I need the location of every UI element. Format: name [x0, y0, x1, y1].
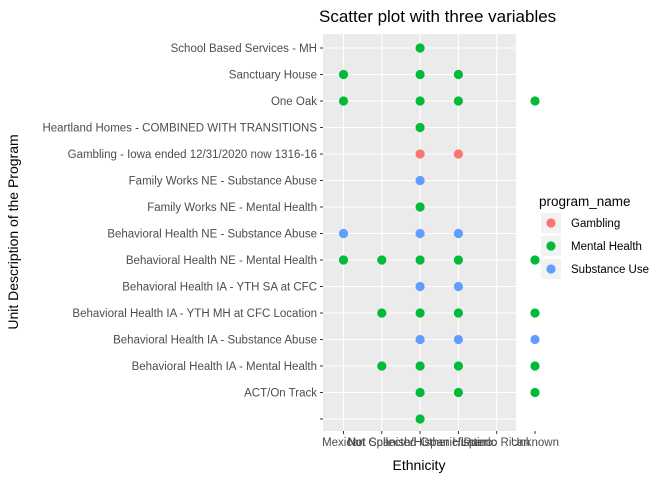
data-point — [338, 69, 349, 80]
legend-key — [546, 241, 556, 251]
data-point — [453, 387, 463, 398]
data-point — [530, 334, 540, 345]
data-point — [415, 202, 425, 212]
y-tick-label: One Oak — [271, 96, 317, 108]
y-axis-title: Unit Description of the Program — [5, 134, 21, 329]
data-point — [453, 255, 463, 265]
legend-label: Gambling — [571, 218, 620, 230]
data-point — [415, 43, 425, 53]
data-point — [415, 228, 425, 239]
data-point — [453, 228, 463, 239]
y-tick-label: Behavioral Health IA - Substance Abuse — [113, 335, 317, 347]
legend-label: Substance Use — [571, 264, 649, 276]
data-point — [453, 96, 463, 106]
data-point — [453, 69, 463, 80]
x-axis-title: Ethnicity — [393, 457, 446, 473]
x-tick-label: Not Spanish/Hispanic/Latino — [348, 437, 492, 449]
data-point — [530, 361, 540, 371]
data-point — [415, 122, 425, 133]
y-tick-label: Behavioral Health NE - Substance Abuse — [107, 229, 317, 241]
data-point — [377, 308, 387, 318]
legend-label: Mental Health — [571, 241, 642, 253]
x-tick-label: Puerto Rican — [463, 437, 529, 449]
data-point — [415, 149, 425, 159]
x-tick-label: Unknown — [511, 437, 559, 449]
data-point — [415, 69, 425, 80]
data-points — [338, 43, 540, 424]
data-point — [415, 361, 425, 371]
y-tick-label: Family Works NE - Substance Abuse — [129, 176, 317, 188]
data-point — [415, 414, 425, 424]
data-point — [453, 281, 463, 292]
data-point — [530, 308, 540, 318]
y-tick-label: Sanctuary House — [229, 70, 317, 82]
y-tick-label: Behavioral Health IA - YTH SA at CFC — [122, 282, 317, 294]
y-tick-label: Gambling - Iowa ended 12/31/2020 now 131… — [68, 149, 317, 161]
x-tick-label: Other Hispanic — [420, 437, 496, 449]
data-point — [338, 96, 349, 106]
data-point — [338, 228, 349, 239]
data-point — [338, 255, 349, 265]
data-point — [377, 255, 387, 265]
data-point — [530, 387, 540, 398]
data-point — [453, 308, 463, 318]
legend-title: program_name — [539, 194, 631, 209]
chart-title: Scatter plot with three variables — [319, 7, 556, 26]
x-tick-label: Not Collected — [347, 437, 416, 449]
y-tick-label: ACT/On Track — [244, 388, 317, 400]
data-point — [453, 361, 463, 371]
data-point — [415, 334, 425, 345]
y-tick-label: Behavioral Health IA - YTH MH at CFC Loc… — [72, 308, 317, 320]
data-point — [530, 255, 540, 265]
data-point — [415, 308, 425, 318]
data-point — [415, 281, 425, 292]
legend-key — [546, 218, 556, 228]
y-tick-label: Behavioral Health NE - Mental Health — [126, 255, 317, 267]
data-point — [453, 149, 463, 159]
data-point — [415, 96, 425, 106]
y-tick-label: Family Works NE - Mental Health — [147, 202, 317, 214]
y-tick-labels: ACT/On Track Behavioral Health IA - Menta… — [42, 43, 323, 420]
y-tick-label: Behavioral Health IA - Mental Health — [132, 361, 317, 373]
data-point — [415, 387, 425, 398]
y-tick-label: School Based Services - MH — [171, 43, 317, 55]
y-tick-label: Heartland Homes - COMBINED WITH TRANSITI… — [42, 123, 317, 135]
data-point — [453, 334, 463, 345]
legend: program_name Gambling Mental Health Substa… — [539, 194, 649, 279]
data-point — [415, 255, 425, 265]
data-point — [530, 96, 540, 106]
x-tick-label: Mexican — [322, 437, 365, 449]
legend-key — [546, 264, 556, 274]
data-point — [377, 361, 387, 371]
data-point — [415, 175, 425, 186]
